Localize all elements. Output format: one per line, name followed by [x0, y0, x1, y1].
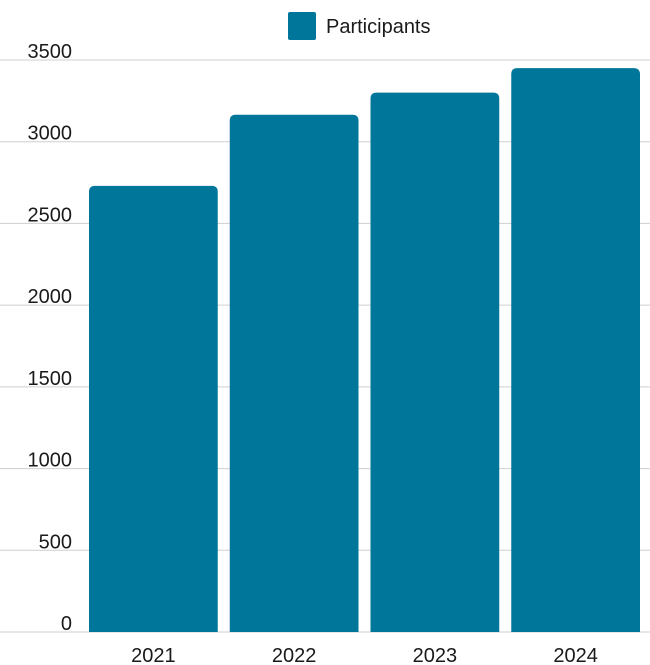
bar-2024[interactable]	[511, 68, 640, 632]
y-tick-label: 0	[61, 613, 72, 635]
y-tick-label: 3500	[28, 41, 73, 63]
y-tick-label: 1500	[28, 368, 73, 390]
y-tick-label: 1000	[28, 450, 73, 472]
x-tick-label: 2021	[131, 645, 176, 665]
bar-2022[interactable]	[229, 114, 359, 632]
y-tick-label: 2000	[28, 286, 73, 308]
bars	[89, 68, 640, 632]
bar-2023[interactable]	[370, 92, 500, 632]
y-tick-label: 500	[39, 531, 72, 553]
legend-label: Participants	[326, 16, 431, 38]
y-tick-label: 2500	[28, 204, 73, 226]
x-axis-ticks: 2021 2022 2023 2024	[131, 645, 598, 665]
x-tick-label: 2022	[272, 645, 317, 665]
y-axis-ticks: 0 500 1000 1500 2000 2500 3000 3500	[28, 41, 73, 635]
bar-2021[interactable]	[89, 185, 218, 632]
legend: Participants	[288, 12, 431, 40]
legend-swatch	[288, 12, 316, 40]
x-tick-label: 2023	[413, 645, 458, 665]
y-tick-label: 3000	[28, 123, 73, 145]
x-tick-label: 2024	[553, 645, 598, 665]
